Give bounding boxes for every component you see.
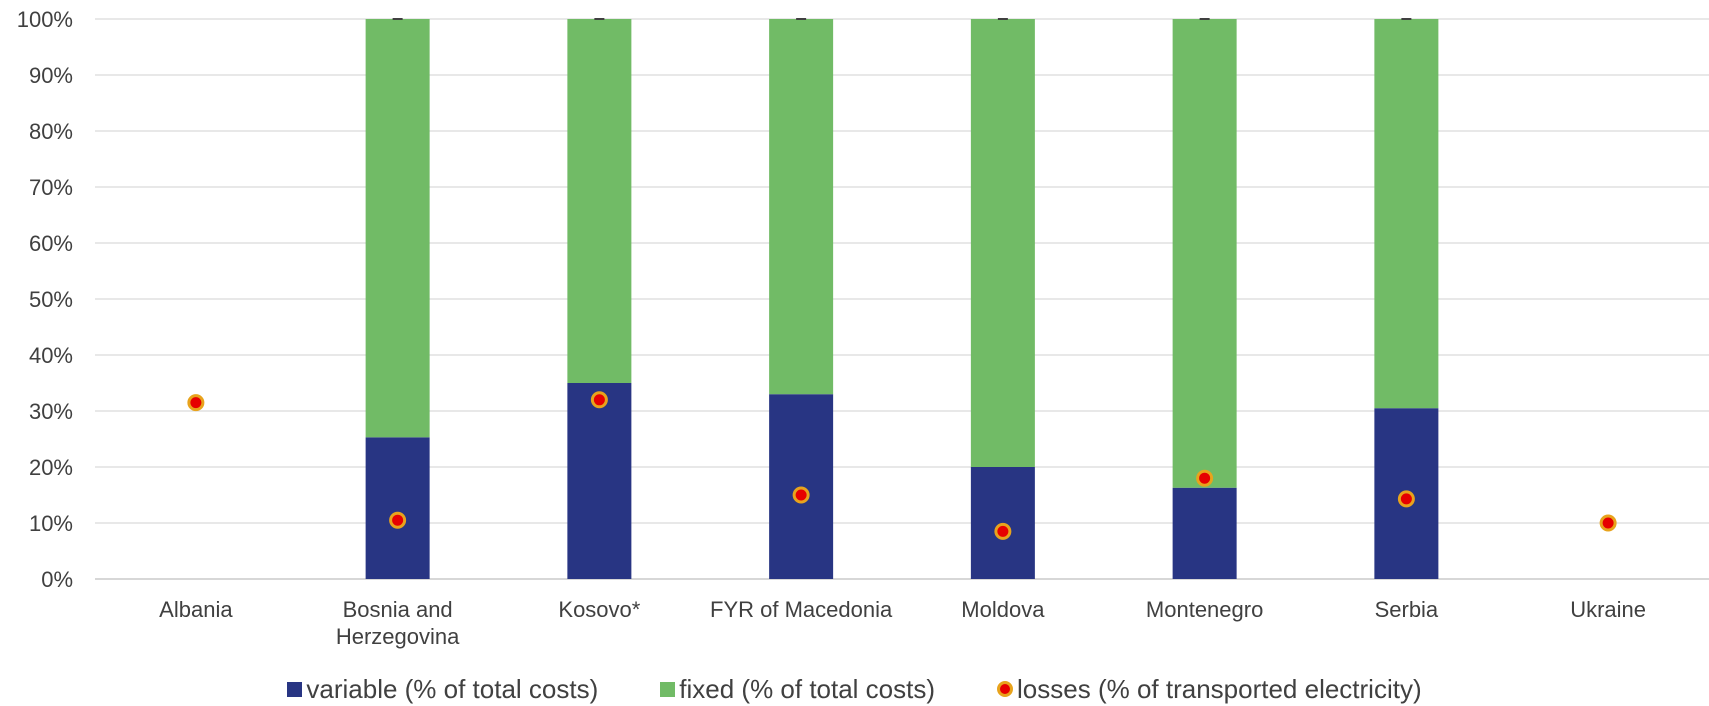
legend-swatch-variable xyxy=(287,681,303,697)
bar-fixed xyxy=(567,19,632,383)
legend-item-variable: variable (% of total costs) xyxy=(287,674,598,705)
loss-marker xyxy=(792,486,810,504)
y-tick-label: 40% xyxy=(29,343,73,368)
y-tick-label: 30% xyxy=(29,399,73,424)
bars xyxy=(365,19,1439,579)
loss-marker xyxy=(1599,514,1617,532)
bar-fixed xyxy=(769,19,834,395)
loss-marker xyxy=(389,511,407,529)
bar-variable xyxy=(567,383,632,579)
legend-label-fixed: fixed (% of total costs) xyxy=(679,673,936,704)
bar-variable xyxy=(365,437,430,579)
x-tick-label: Moldova xyxy=(961,597,1045,622)
bar-fixed xyxy=(365,19,430,438)
bar-fixed xyxy=(1172,19,1237,488)
y-axis: 0% 10% 20% 30% 40% 50% 60% 70% 80% 90% 100% xyxy=(17,7,73,592)
x-tick-label: Albania xyxy=(159,597,233,622)
y-tick-label: 0% xyxy=(41,567,73,592)
legend-marker-losses xyxy=(997,681,1014,697)
loss-marker xyxy=(1196,469,1214,487)
legend-swatch-fixed xyxy=(660,681,676,697)
legend-label-variable: variable (% of total costs) xyxy=(306,673,599,704)
legend: variable (% of total costs) fixed (% of … xyxy=(0,672,1709,706)
loss-markers xyxy=(187,391,1617,540)
y-tick-label: 100% xyxy=(17,7,73,32)
y-tick-label: 10% xyxy=(29,511,73,536)
x-tick-label: Bosnia and Herzegovina xyxy=(336,597,460,649)
x-tick-label: Kosovo* xyxy=(558,597,640,622)
gridlines xyxy=(95,18,1709,580)
y-tick-label: 50% xyxy=(29,287,73,312)
loss-marker xyxy=(994,522,1012,540)
loss-marker xyxy=(1397,490,1415,508)
legend-item-losses: losses (% of transported electricity) xyxy=(997,674,1422,705)
bar-variable xyxy=(1172,487,1237,579)
y-tick-label: 80% xyxy=(29,119,73,144)
y-tick-label: 60% xyxy=(29,231,73,256)
loss-marker xyxy=(187,394,205,412)
bar-fixed xyxy=(1374,19,1439,409)
bar-fixed xyxy=(970,19,1035,467)
x-tick-label: FYR of Macedonia xyxy=(710,597,893,622)
y-tick-label: 90% xyxy=(29,63,73,88)
y-tick-label: 20% xyxy=(29,455,73,480)
loss-marker xyxy=(590,391,608,409)
y-tick-label: 70% xyxy=(29,175,73,200)
x-tick-label: Montenegro xyxy=(1146,597,1263,622)
legend-label-losses: losses (% of transported electricity) xyxy=(1017,673,1422,704)
x-axis: Albania Bosnia and Herzegovina Kosovo* FYR o… xyxy=(159,597,1646,649)
legend-item-fixed: fixed (% of total costs) xyxy=(660,674,935,705)
x-tick-label: Ukraine xyxy=(1570,597,1646,622)
x-tick-label: Serbia xyxy=(1375,597,1439,622)
